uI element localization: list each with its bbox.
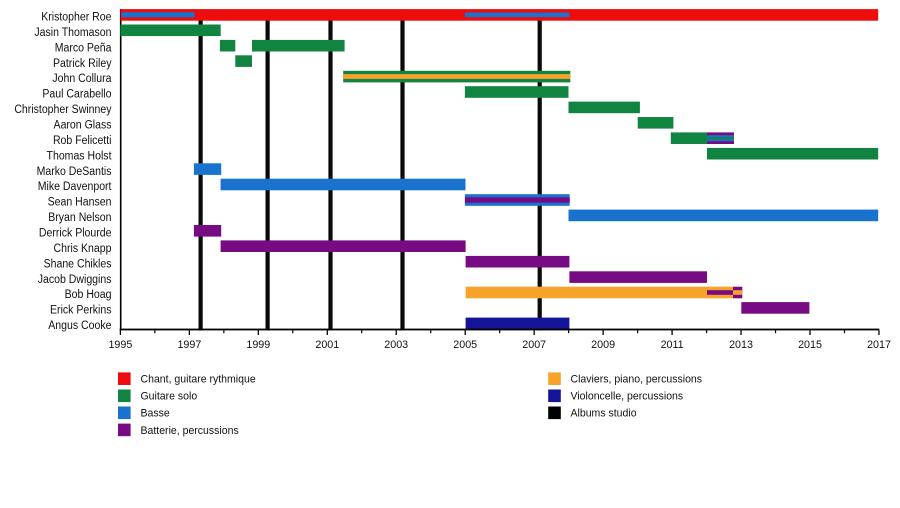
svg-text:Violoncelle, percussions: Violoncelle, percussions <box>571 390 684 402</box>
svg-text:Batterie, percussions: Batterie, percussions <box>141 425 240 437</box>
svg-text:Derrick Plourde: Derrick Plourde <box>39 227 112 240</box>
svg-text:Rob Felicetti: Rob Felicetti <box>53 134 112 147</box>
svg-text:Kristopher Roe: Kristopher Roe <box>41 11 111 24</box>
svg-text:Bob Hoag: Bob Hoag <box>65 289 112 302</box>
svg-text:2017: 2017 <box>867 339 891 351</box>
svg-text:2007: 2007 <box>522 339 546 351</box>
svg-text:2001: 2001 <box>315 339 339 351</box>
svg-text:2005: 2005 <box>453 339 477 351</box>
svg-text:2009: 2009 <box>591 339 615 351</box>
svg-text:2011: 2011 <box>661 339 684 351</box>
svg-text:Jacob Dwiggins: Jacob Dwiggins <box>38 273 112 286</box>
svg-text:1999: 1999 <box>246 339 270 351</box>
svg-text:Marko DeSantis: Marko DeSantis <box>37 165 112 178</box>
svg-text:Aaron Glass: Aaron Glass <box>54 119 112 132</box>
svg-text:Guitare solo: Guitare solo <box>141 390 198 402</box>
svg-text:1995: 1995 <box>108 339 132 351</box>
svg-text:Chant, guitare rythmique: Chant, guitare rythmique <box>141 373 256 385</box>
svg-text:1997: 1997 <box>177 339 201 351</box>
svg-text:2003: 2003 <box>384 339 408 351</box>
svg-text:Jasin Thomason: Jasin Thomason <box>34 26 111 39</box>
svg-text:Sean Hansen: Sean Hansen <box>48 196 112 209</box>
svg-text:John Collura: John Collura <box>52 73 112 86</box>
svg-text:Shane Chikles: Shane Chikles <box>44 258 112 271</box>
svg-text:Thomas Holst: Thomas Holst <box>47 150 113 163</box>
svg-text:Mike Davenport: Mike Davenport <box>38 181 112 194</box>
svg-text:Erick Perkins: Erick Perkins <box>50 304 112 317</box>
svg-text:Angus Cooke: Angus Cooke <box>48 319 111 332</box>
svg-text:Basse: Basse <box>141 407 170 419</box>
svg-text:Paul Carabello: Paul Carabello <box>42 88 111 101</box>
svg-text:2015: 2015 <box>798 339 822 351</box>
svg-text:Patrick Riley: Patrick Riley <box>53 57 112 70</box>
svg-text:Christopher Swinney: Christopher Swinney <box>14 103 111 116</box>
svg-text:Marco Peña: Marco Peña <box>55 42 112 55</box>
svg-text:Chris Knapp: Chris Knapp <box>54 242 112 255</box>
svg-text:Claviers, piano, percussions: Claviers, piano, percussions <box>571 373 703 385</box>
svg-text:Albums studio: Albums studio <box>571 407 637 419</box>
svg-text:Bryan Nelson: Bryan Nelson <box>48 211 111 224</box>
svg-text:2013: 2013 <box>729 339 753 351</box>
